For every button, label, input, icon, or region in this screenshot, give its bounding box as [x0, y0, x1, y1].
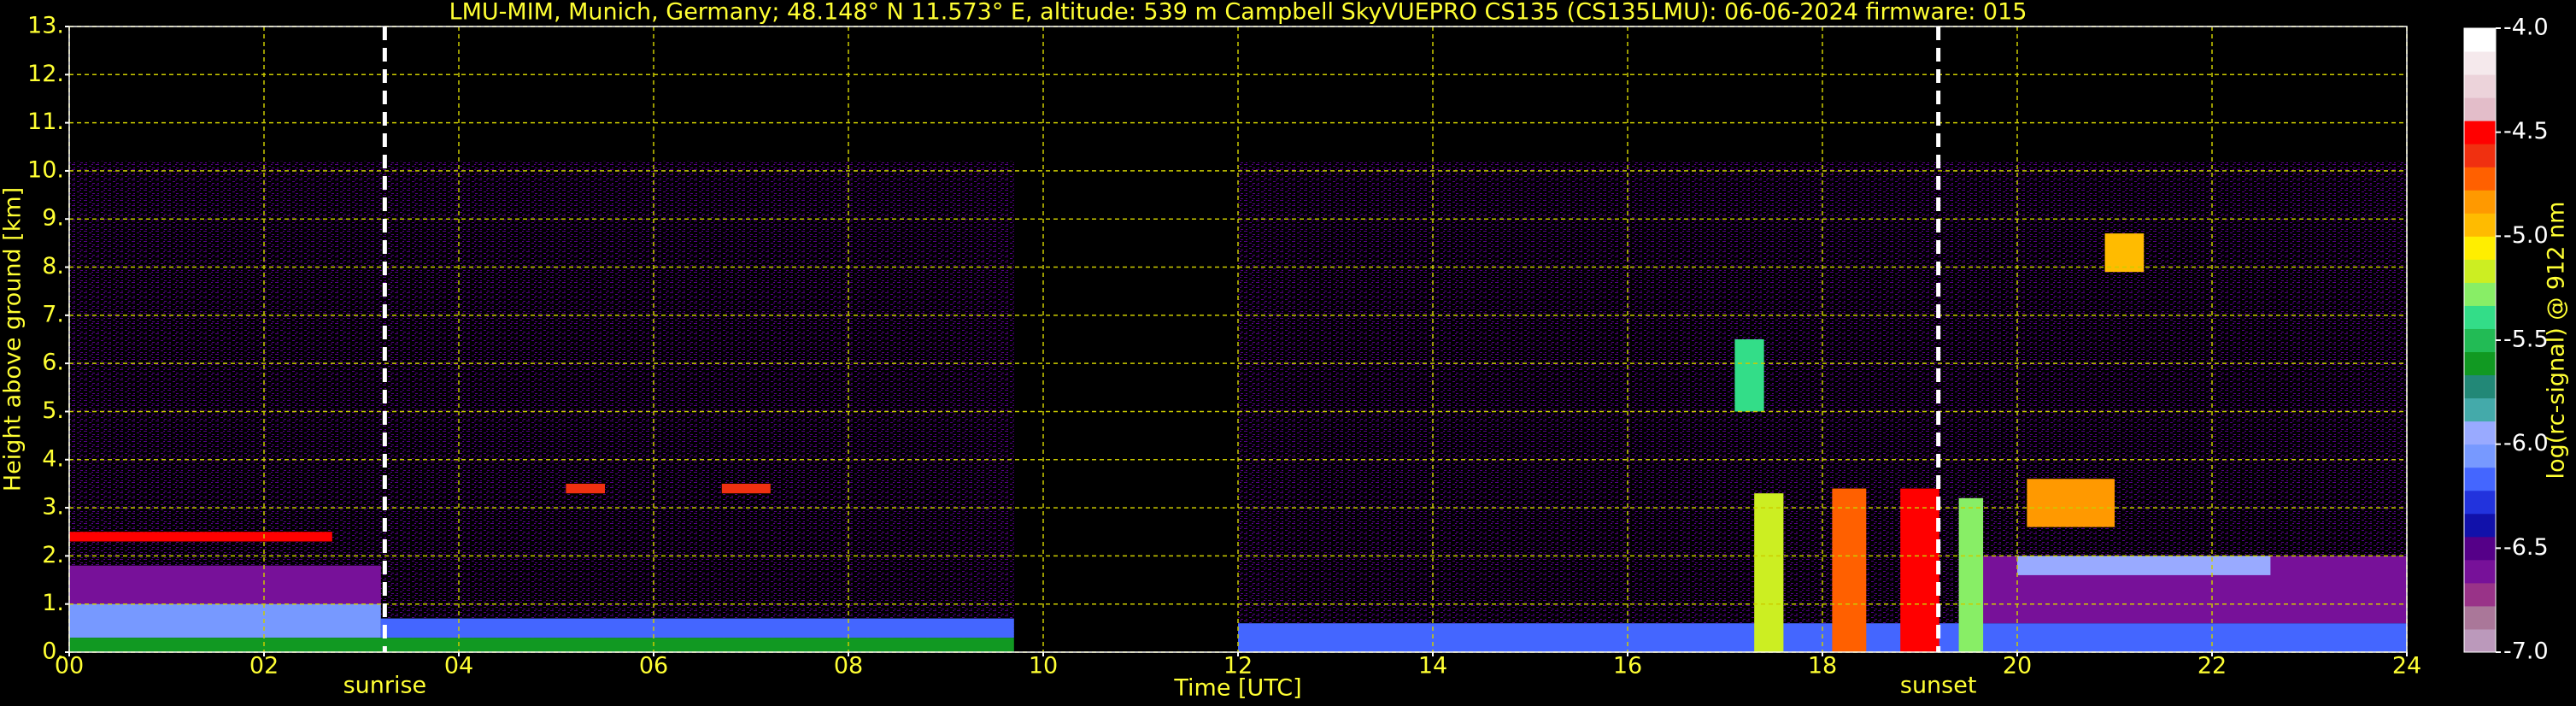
x-tick-label: 08: [834, 653, 863, 680]
sun-marker-label: sunrise: [343, 673, 427, 699]
colorbar-swatch: [2464, 190, 2496, 214]
x-tick-label: 02: [249, 653, 279, 680]
colorbar-swatch: [2464, 305, 2496, 329]
y-axis-label: Height above ground [km]: [0, 187, 26, 491]
y-tick-label: 4.: [42, 445, 64, 472]
colorbar-swatch: [2464, 167, 2496, 191]
colorbar-swatch: [2464, 213, 2496, 237]
colorbar-swatch: [2464, 513, 2496, 538]
colorbar-swatch: [2464, 374, 2496, 399]
signal-layer: [69, 638, 1014, 652]
sun-marker-label: sunset: [1900, 673, 1977, 699]
colorbar-swatch: [2464, 351, 2496, 376]
colorbar-swatch: [2464, 282, 2496, 306]
signal-layer: [69, 532, 332, 542]
signal-layer: [2104, 233, 2145, 273]
y-tick-label: 0.: [42, 638, 64, 665]
signal-layer: [69, 603, 381, 638]
x-tick-label: 10: [1029, 653, 1058, 680]
x-tick-label: 04: [444, 653, 473, 680]
y-tick-label: 7.: [42, 301, 64, 327]
signal-layer: [2017, 556, 2271, 575]
colorbar-tick-label: -7.0: [2503, 638, 2549, 665]
signal-layer: [1958, 497, 1984, 652]
y-tick-label: 13.: [27, 13, 64, 39]
colorbar-swatch: [2464, 582, 2496, 607]
colorbar-swatch: [2464, 421, 2496, 445]
x-tick-label: 20: [2003, 653, 2032, 680]
x-tick-label: 18: [1808, 653, 1837, 680]
x-tick-label: 14: [1418, 653, 1447, 680]
y-tick-label: 11.: [27, 109, 64, 135]
y-tick-label: 6.: [42, 350, 64, 376]
colorbar-swatch: [2464, 121, 2496, 144]
colorbar-tick-label: -5.5: [2503, 327, 2549, 353]
plot-frame: [68, 26, 2408, 653]
colorbar-swatch: [2464, 328, 2496, 353]
x-tick-label: 00: [55, 653, 84, 680]
colorbar-tick-label: -5.0: [2503, 222, 2549, 249]
colorbar-swatch: [2464, 444, 2496, 468]
colorbar-tick-label: -6.0: [2503, 430, 2549, 456]
signal-layer: [721, 483, 771, 494]
colorbar-swatch: [2464, 236, 2496, 260]
colorbar-swatch: [2464, 74, 2496, 98]
colorbar-swatch: [2464, 397, 2496, 422]
signal-layer: [380, 618, 1014, 638]
x-tick-label: 24: [2392, 653, 2421, 680]
chart-title: LMU-MIM, Munich, Germany; 48.148° N 11.5…: [449, 0, 2027, 26]
colorbar-tick-label: -6.5: [2503, 534, 2549, 561]
signal-layer: [69, 565, 381, 604]
y-tick-label: 8.: [42, 253, 64, 279]
colorbar-swatch: [2464, 28, 2496, 52]
x-axis-label: Time [UTC]: [1173, 675, 1301, 702]
y-tick-label: 1.: [42, 590, 64, 616]
y-tick-label: 3.: [42, 494, 64, 521]
y-tick-label: 9.: [42, 205, 64, 232]
colorbar-swatch: [2464, 467, 2496, 491]
colorbar-tick-label: -4.0: [2503, 15, 2549, 41]
colorbar-swatch: [2464, 559, 2496, 584]
x-tick-label: 22: [2198, 653, 2227, 680]
y-tick-label: 5.: [42, 397, 64, 424]
noise-region: [69, 161, 1014, 638]
signal-layer: [2027, 479, 2115, 527]
x-tick-label: 16: [1613, 653, 1642, 680]
signal-layer: [566, 483, 605, 494]
colorbar-swatch: [2464, 490, 2496, 515]
colorbar-tick-label: -4.5: [2503, 118, 2549, 144]
colorbar-swatch: [2464, 259, 2496, 283]
y-tick-label: 10.: [27, 156, 64, 183]
y-tick-label: 12.: [27, 61, 64, 87]
colorbar-swatch: [2464, 97, 2496, 121]
signal-layer: [1734, 339, 1764, 412]
colorbar-swatch: [2464, 605, 2496, 630]
colorbar-swatch: [2464, 51, 2496, 75]
signal-layer: [1900, 488, 1939, 652]
colorbar-swatch: [2464, 536, 2496, 561]
x-tick-label: 12: [1223, 653, 1253, 680]
colorbar-label: log(rc-signal) @ 912 nm: [2544, 202, 2570, 479]
y-tick-label: 2.: [42, 542, 64, 568]
colorbar-swatch: [2464, 144, 2496, 168]
colorbar-swatch: [2464, 628, 2496, 653]
signal-layer: [1754, 493, 1784, 652]
signal-layer: [1832, 488, 1867, 652]
x-tick-label: 06: [639, 653, 668, 680]
